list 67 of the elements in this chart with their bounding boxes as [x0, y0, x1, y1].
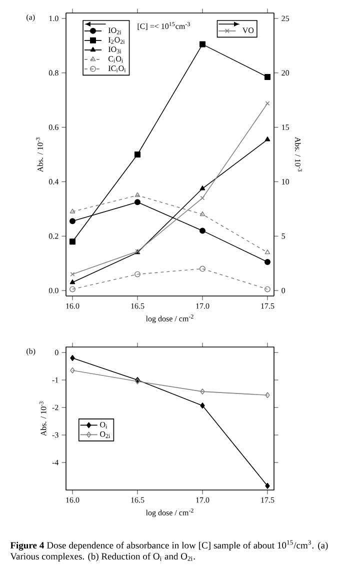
point [264, 249, 270, 254]
legend-label: O$_{2i}$ [100, 431, 110, 438]
y2-tick-label: 5 [282, 233, 286, 239]
text: Figure 4 Dose dependence of absorbance in low [C] sample of about 10$^{15}$/cm$^{3}$. (a) Various complexes. (b) Reduction of O$_{i}$ and O$_{2i}$. [10, 540, 328, 562]
legend-label: IO$_{3i}$ [108, 46, 122, 54]
x-tick-label: 16.0 [66, 497, 80, 503]
text: (b) [26, 348, 36, 356]
point [199, 266, 206, 272]
x-tick-label: 16.5 [131, 497, 144, 503]
y-tick-label: 0.2 [48, 233, 58, 239]
legend-label: I$_{2}$O$_{2i}$ [108, 37, 125, 44]
y2-tick-label: 15 [282, 124, 290, 130]
legend-label: C$_{i}$O$_{i}$ [108, 56, 124, 63]
legend-label: O$_{i}$ [100, 422, 108, 428]
legend-label: IO$_{2i}$ [108, 28, 122, 34]
point [70, 218, 76, 224]
point [199, 41, 206, 48]
x-tick-label: 17.0 [196, 303, 210, 309]
y2-tick-label: 10 [282, 179, 290, 184]
point [134, 271, 140, 278]
y-tick-label: 0.8 [48, 70, 58, 76]
y2-axis-title: Abs. / 10$^{-3}$ [295, 136, 302, 172]
point [134, 199, 140, 206]
y-axis-title: Abs. / 10$^{-3}$ [39, 402, 46, 436]
point [70, 355, 75, 362]
x-axis-title: log dose / cm$^{-2}$ [146, 314, 194, 324]
y-tick-label: -1 [52, 377, 58, 383]
point [264, 286, 270, 292]
x-axis-title: log dose / cm$^{-2}$ [146, 508, 194, 518]
point [200, 388, 205, 395]
y-tick-label: -3 [52, 432, 58, 438]
x-tick-label: 16.5 [131, 303, 144, 309]
x-tick-label: 17.0 [196, 497, 210, 503]
legend-label: VO [242, 28, 254, 34]
y2-tick-label: 0 [282, 288, 286, 294]
y-tick-label: 1.0 [49, 16, 58, 22]
point [199, 228, 206, 234]
point [70, 238, 76, 245]
point [264, 74, 270, 80]
point [200, 211, 206, 216]
y-tick-label: 0.4 [48, 179, 59, 184]
point [200, 402, 205, 409]
x-tick-label: 17.5 [261, 303, 274, 309]
x-tick-label: 16.0 [66, 303, 80, 309]
annotation: [C] =< 10$^{15}$cm$^{-3}$ [138, 22, 190, 30]
point [264, 136, 270, 142]
y2-tick-label: 20 [282, 70, 290, 76]
point [264, 258, 270, 265]
y-tick-label: 0.0 [48, 288, 58, 294]
point [70, 208, 76, 214]
point [134, 192, 140, 198]
y-tick-label: -4 [52, 460, 59, 466]
point [200, 186, 206, 190]
point [134, 152, 140, 158]
line-series [70, 101, 270, 276]
y-tick-label: 0.6 [48, 124, 58, 130]
x-tick-label: 17.5 [261, 497, 274, 503]
point [265, 482, 270, 489]
text: (a) [26, 14, 35, 22]
y-tick-label: -2 [52, 404, 58, 410]
point [70, 286, 76, 292]
legend-label: IC$_{i}$O$_{i}$ [108, 66, 126, 72]
y2-tick-label: 25 [282, 16, 290, 22]
point [70, 279, 76, 284]
y-axis-title: Abs. / 10$^{-3}$ [36, 138, 43, 172]
point [200, 196, 205, 200]
y-tick-label: 0 [54, 350, 58, 356]
